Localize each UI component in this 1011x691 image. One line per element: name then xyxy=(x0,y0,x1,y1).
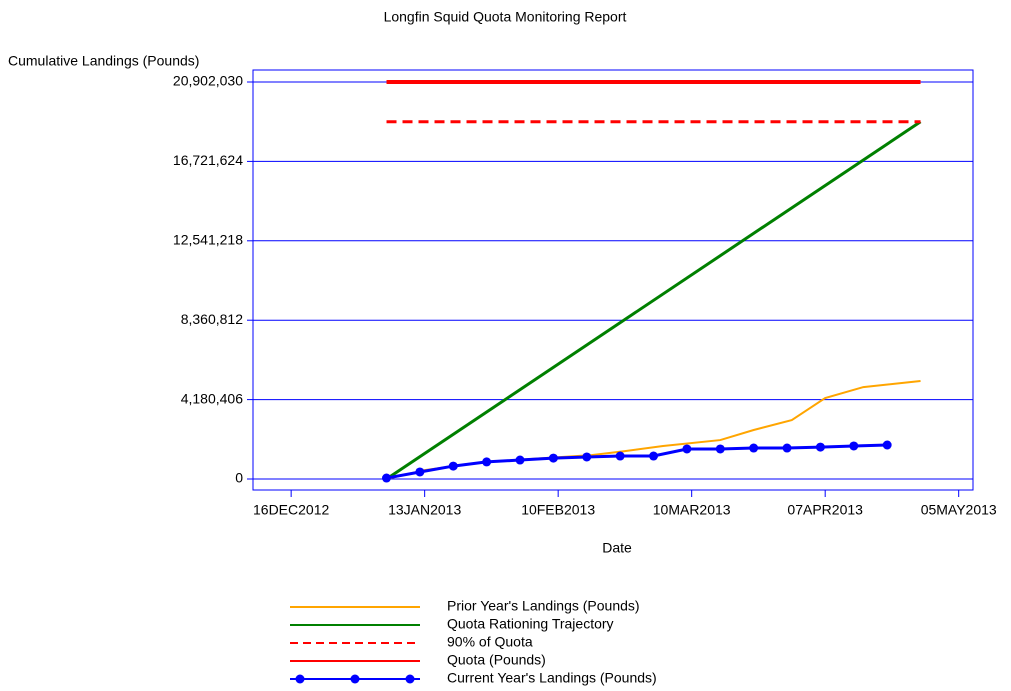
x-tick-label: 05MAY2013 xyxy=(921,502,997,518)
data-point xyxy=(815,442,825,452)
data-point xyxy=(615,451,625,461)
data-point xyxy=(682,444,692,454)
data-point xyxy=(715,444,725,454)
data-point xyxy=(448,461,458,471)
data-point xyxy=(649,451,659,461)
y-tick-label: 0 xyxy=(235,470,243,486)
y-tick-label: 16,721,624 xyxy=(173,152,243,168)
x-tick-label: 13JAN2013 xyxy=(388,502,461,518)
x-axis-label: Date xyxy=(602,540,632,556)
y-tick-label: 4,180,406 xyxy=(181,390,243,406)
series-line xyxy=(386,443,888,480)
data-point xyxy=(582,452,592,462)
legend-label: 90% of Quota xyxy=(447,634,533,650)
x-tick-label: 10FEB2013 xyxy=(521,502,595,518)
data-point xyxy=(382,473,392,483)
data-point xyxy=(782,443,792,453)
series-line xyxy=(385,120,922,481)
y-axis-label: Cumulative Landings (Pounds) xyxy=(8,53,199,69)
x-tick-label: 10MAR2013 xyxy=(653,502,731,518)
x-tick-label: 07APR2013 xyxy=(787,502,863,518)
data-point xyxy=(882,440,892,450)
legend-label: Current Year's Landings (Pounds) xyxy=(447,670,657,686)
y-tick-label: 20,902,030 xyxy=(173,73,243,89)
y-tick-label: 12,541,218 xyxy=(173,232,243,248)
data-point xyxy=(515,455,525,465)
legend-marker xyxy=(405,674,415,684)
plot-frame xyxy=(252,69,974,491)
legend-marker xyxy=(350,674,360,684)
legend-label: Prior Year's Landings (Pounds) xyxy=(447,598,640,614)
data-point xyxy=(415,467,425,477)
legend-label: Quota Rationing Trajectory xyxy=(447,616,614,632)
chart-title: Longfin Squid Quota Monitoring Report xyxy=(384,9,627,25)
data-point xyxy=(849,441,859,451)
legend-marker xyxy=(295,674,305,684)
legend-label: Quota (Pounds) xyxy=(447,652,546,668)
y-tick-label: 8,360,812 xyxy=(181,311,243,327)
x-tick-label: 16DEC2012 xyxy=(253,502,329,518)
data-point xyxy=(482,457,492,467)
data-point xyxy=(749,443,759,453)
data-point xyxy=(548,453,558,463)
